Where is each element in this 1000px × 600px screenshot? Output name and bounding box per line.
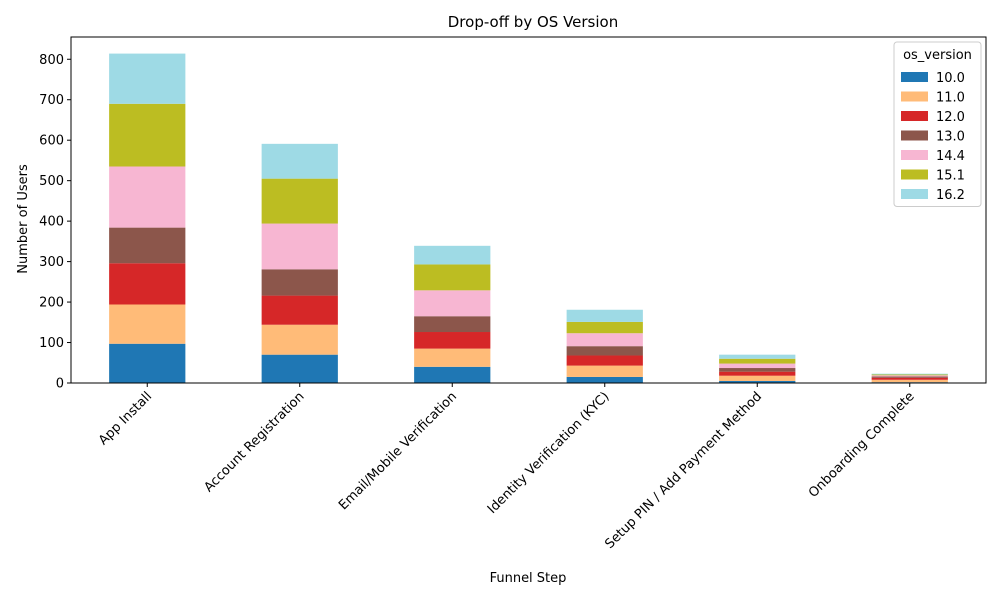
x-tick-label-1: Account Registration bbox=[202, 389, 308, 495]
legend-box bbox=[893, 41, 982, 207]
y-axis-label: Number of Users bbox=[16, 164, 31, 274]
bar-5-series-3 bbox=[871, 376, 948, 378]
bar-5-series-2 bbox=[871, 377, 948, 380]
bar-2-series-1 bbox=[414, 348, 491, 367]
bar-4-series-2 bbox=[719, 371, 796, 376]
legend-swatch-0 bbox=[901, 72, 928, 82]
x-tick-label-0: App Install bbox=[96, 389, 155, 448]
bar-1-series-0 bbox=[261, 354, 338, 383]
legend-label-1: 11.0 bbox=[936, 91, 965, 106]
y-tick-label-0: 0 bbox=[56, 377, 64, 392]
legend-label-5: 15.1 bbox=[936, 169, 965, 184]
bar-0-series-2 bbox=[109, 263, 186, 305]
bar-2-series-3 bbox=[414, 316, 491, 333]
x-tick-label-3: Identity Verification (KYC) bbox=[485, 389, 613, 517]
legend-title: os_version bbox=[903, 48, 972, 63]
bar-3-series-5 bbox=[566, 321, 643, 334]
chart-title: Drop-off by OS Version bbox=[448, 13, 618, 31]
bar-4-series-3 bbox=[719, 368, 796, 372]
y-tick-label-3: 300 bbox=[39, 255, 64, 270]
bar-1-series-2 bbox=[261, 295, 338, 325]
bar-2-series-6 bbox=[414, 245, 491, 265]
y-tick-label-8: 800 bbox=[39, 53, 64, 68]
y-tick-label-7: 700 bbox=[39, 93, 64, 108]
bar-1-series-6 bbox=[261, 143, 338, 179]
y-tick-label-1: 100 bbox=[39, 336, 64, 351]
bar-2-series-2 bbox=[414, 332, 491, 349]
legend-swatch-1 bbox=[901, 91, 928, 102]
bar-3-series-4 bbox=[566, 333, 643, 347]
bar-3-series-0 bbox=[566, 376, 643, 383]
bar-2-series-5 bbox=[414, 264, 491, 291]
bars-layer bbox=[109, 53, 948, 383]
legend-label-6: 16.2 bbox=[936, 188, 965, 203]
bar-2-series-0 bbox=[414, 366, 491, 383]
bar-3-series-6 bbox=[566, 309, 643, 322]
bar-5-series-5 bbox=[871, 374, 948, 376]
bar-0-series-5 bbox=[109, 103, 186, 167]
legend-swatch-6 bbox=[901, 189, 928, 199]
legend-swatch-3 bbox=[901, 130, 928, 141]
bar-4-series-6 bbox=[719, 354, 796, 359]
legend-label-4: 14.4 bbox=[936, 149, 965, 164]
legend-label-0: 10.0 bbox=[936, 71, 965, 86]
bar-1-series-5 bbox=[261, 178, 338, 224]
bar-0-series-0 bbox=[109, 343, 186, 383]
y-tick-label-4: 400 bbox=[39, 215, 64, 230]
bar-4-series-0 bbox=[719, 380, 796, 383]
bar-5-series-1 bbox=[871, 379, 948, 383]
y-tick-label-5: 500 bbox=[39, 174, 64, 189]
bar-4-series-4 bbox=[719, 363, 796, 369]
bar-4-series-5 bbox=[719, 358, 796, 364]
bar-0-series-3 bbox=[109, 227, 186, 264]
bar-5-series-6 bbox=[871, 373, 948, 375]
bar-0-series-4 bbox=[109, 166, 186, 228]
bar-3-series-2 bbox=[566, 355, 643, 366]
y-tick-label-6: 600 bbox=[39, 134, 64, 149]
x-axis-label: Funnel Step bbox=[490, 571, 567, 586]
bar-5-series-4 bbox=[871, 375, 948, 377]
x-tick-label-4: Setup PIN / Add Payment Method bbox=[602, 389, 765, 552]
y-tick-label-2: 200 bbox=[39, 296, 64, 311]
x-tick-label-5: Onboarding Complete bbox=[806, 389, 918, 501]
legend-label-2: 12.0 bbox=[936, 110, 965, 125]
legend-swatch-4 bbox=[901, 150, 928, 160]
bar-4-series-1 bbox=[719, 375, 796, 381]
bar-3-series-3 bbox=[566, 346, 643, 356]
bar-3-series-1 bbox=[566, 365, 643, 377]
bar-1-series-3 bbox=[261, 269, 338, 296]
x-tick-label-2: Email/Mobile Verification bbox=[336, 389, 460, 513]
bar-1-series-4 bbox=[261, 223, 338, 270]
legend-swatch-5 bbox=[901, 169, 928, 180]
legend-swatch-2 bbox=[901, 111, 928, 121]
bar-2-series-4 bbox=[414, 290, 491, 317]
plot-frame bbox=[70, 36, 987, 384]
legend-label-3: 13.0 bbox=[936, 130, 965, 145]
legend: os_version 10.0 11.0 12.0 13.0 14.4 15.1 16.2 bbox=[893, 41, 982, 207]
bar-1-series-1 bbox=[261, 324, 338, 355]
bar-0-series-1 bbox=[109, 304, 186, 344]
bar-0-series-6 bbox=[109, 53, 186, 104]
